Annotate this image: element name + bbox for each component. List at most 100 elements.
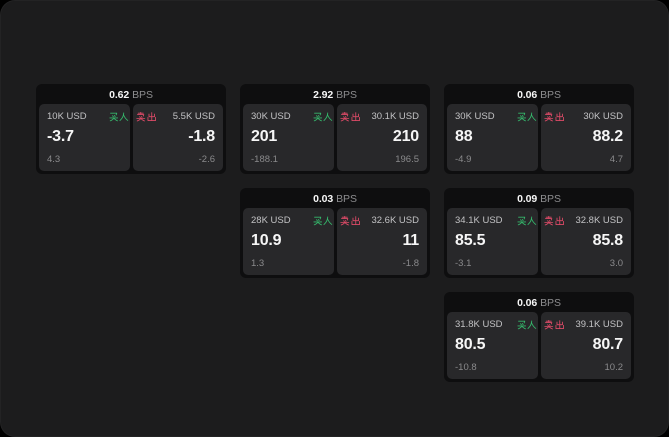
sell-quote-panel[interactable]: 32.6K USD 11 -1.8 — [336, 208, 427, 275]
spread-header: 2.92 BPS — [243, 84, 427, 104]
spread-header: 0.03 BPS — [243, 188, 427, 208]
sell-size-label: 32.6K USD — [371, 215, 419, 226]
sell-side-label — [135, 112, 156, 122]
spread-header: 0.06 BPS — [447, 84, 631, 104]
panel-top-row: 30K USD — [544, 110, 623, 124]
sell-quote-panel[interactable]: 30.1K USD 210 196.5 — [336, 104, 427, 171]
spread-unit-label: BPS — [540, 193, 561, 205]
buy-side-label — [516, 320, 537, 330]
buy-quote-panel[interactable]: 30K USD 88 -4.9 — [447, 104, 538, 171]
buy-side-label — [516, 216, 537, 226]
panel-top-row: 39.1K USD — [544, 318, 623, 332]
spread-unit-label: BPS — [132, 89, 153, 101]
sell-price: 85.8 — [592, 232, 624, 249]
spread-header: 0.09 BPS — [447, 188, 631, 208]
panel-top-row: 30.1K USD — [340, 110, 419, 124]
buy-size-label: 34.1K USD — [455, 215, 503, 226]
quote-card[interactable]: 0.62 BPS 10K USD -3.7 4.3 5.5K USD — [36, 84, 226, 174]
sell-quote-panel[interactable]: 30K USD 88.2 4.7 — [540, 104, 631, 171]
buy-side-label — [516, 112, 537, 122]
quote-card[interactable]: 2.92 BPS 30K USD 201 -188.1 30.1K USD — [240, 84, 430, 174]
sell-quote-panel[interactable]: 32.8K USD 85.8 3.0 — [540, 208, 631, 275]
sell-side-label — [543, 320, 564, 330]
sell-size-label: 39.1K USD — [575, 319, 623, 330]
spread-value: 2.92 — [313, 89, 334, 101]
buy-size-label: 30K USD — [251, 111, 291, 122]
buy-sub-value: 1.3 — [251, 258, 265, 269]
quote-card-grid: 0.62 BPS 10K USD -3.7 4.3 5.5K USD — [36, 84, 634, 382]
spread-value: 0.09 — [517, 193, 538, 205]
panel-top-row: 10K USD — [47, 110, 129, 124]
panel-top-row: 30K USD — [455, 110, 537, 124]
sell-price: 88.2 — [592, 128, 624, 145]
panel-top-row: 28K USD — [251, 214, 333, 228]
spread-unit-label: BPS — [336, 89, 357, 101]
buy-quote-panel[interactable]: 34.1K USD 85.5 -3.1 — [447, 208, 538, 275]
quote-card-body: 30K USD 88 -4.9 30K USD 88.2 4.7 — [447, 104, 631, 171]
sell-side-label — [543, 216, 564, 226]
buy-price: 80.5 — [455, 336, 486, 353]
buy-size-label: 10K USD — [47, 111, 87, 122]
quote-card-body: 10K USD -3.7 4.3 5.5K USD -1.8 -2.6 — [39, 104, 223, 171]
spread-value: 0.06 — [517, 89, 538, 101]
buy-price: -3.7 — [47, 128, 74, 145]
spread-header: 0.06 BPS — [447, 292, 631, 312]
buy-side-label — [108, 112, 129, 122]
buy-price: 10.9 — [251, 232, 282, 249]
sell-quote-panel[interactable]: 5.5K USD -1.8 -2.6 — [132, 104, 223, 171]
quote-card-body: 34.1K USD 85.5 -3.1 32.8K USD 85.8 3.0 — [447, 208, 631, 275]
sell-side-label — [339, 112, 360, 122]
buy-size-label: 31.8K USD — [455, 319, 503, 330]
quote-card-body: 31.8K USD 80.5 -10.8 39.1K USD 80.7 10.2 — [447, 312, 631, 379]
sell-side-label — [339, 216, 360, 226]
spread-value: 0.06 — [517, 297, 538, 309]
sell-sub-value: -2.6 — [198, 154, 215, 165]
buy-side-label — [312, 112, 333, 122]
quote-card[interactable]: 0.09 BPS 34.1K USD 85.5 -3.1 32.8K USD — [444, 188, 634, 278]
sell-size-label: 32.8K USD — [575, 215, 623, 226]
buy-sub-value: -4.9 — [455, 154, 472, 165]
quote-card[interactable]: 0.06 BPS 30K USD 88 -4.9 30K USD — [444, 84, 634, 174]
panel-top-row: 30K USD — [251, 110, 333, 124]
sell-sub-value: 196.5 — [395, 154, 419, 165]
sell-size-label: 30.1K USD — [371, 111, 419, 122]
spread-value: 0.62 — [109, 89, 130, 101]
quote-card[interactable]: 0.06 BPS 31.8K USD 80.5 -10.8 39.1K USD — [444, 292, 634, 382]
sell-price: 80.7 — [592, 336, 624, 353]
quote-card[interactable]: 0.03 BPS 28K USD 10.9 1.3 32.6K USD — [240, 188, 430, 278]
sell-size-label: 5.5K USD — [172, 111, 215, 122]
buy-size-label: 28K USD — [251, 215, 291, 226]
sell-price: -1.8 — [188, 128, 215, 145]
sell-sub-value: -1.8 — [402, 258, 419, 269]
spread-header: 0.62 BPS — [39, 84, 223, 104]
panel-top-row: 32.6K USD — [340, 214, 419, 228]
buy-size-label: 30K USD — [455, 111, 495, 122]
buy-sub-value: -10.8 — [455, 362, 477, 373]
sell-size-label: 30K USD — [583, 111, 623, 122]
sell-sub-value: 10.2 — [604, 362, 624, 373]
quote-card-body: 28K USD 10.9 1.3 32.6K USD 11 -1.8 — [243, 208, 427, 275]
quote-card-body: 30K USD 201 -188.1 30.1K USD 210 196.5 — [243, 104, 427, 171]
buy-sub-value: -3.1 — [455, 258, 472, 269]
panel-top-row: 32.8K USD — [544, 214, 623, 228]
buy-sub-value: 4.3 — [47, 154, 61, 165]
sell-side-label — [543, 112, 564, 122]
buy-price: 201 — [251, 128, 278, 145]
panel-top-row: 34.1K USD — [455, 214, 537, 228]
buy-price: 85.5 — [455, 232, 486, 249]
buy-quote-panel[interactable]: 28K USD 10.9 1.3 — [243, 208, 334, 275]
sell-sub-value: 4.7 — [609, 154, 623, 165]
spread-unit-label: BPS — [336, 193, 357, 205]
sell-price: 11 — [402, 232, 419, 249]
spread-unit-label: BPS — [540, 297, 561, 309]
buy-quote-panel[interactable]: 31.8K USD 80.5 -10.8 — [447, 312, 538, 379]
buy-quote-panel[interactable]: 30K USD 201 -188.1 — [243, 104, 334, 171]
sell-quote-panel[interactable]: 39.1K USD 80.7 10.2 — [540, 312, 631, 379]
buy-price: 88 — [455, 128, 473, 145]
spread-value: 0.03 — [313, 193, 334, 205]
buy-side-label — [312, 216, 333, 226]
buy-quote-panel[interactable]: 10K USD -3.7 4.3 — [39, 104, 130, 171]
spread-unit-label: BPS — [540, 89, 561, 101]
panel-top-row: 5.5K USD — [136, 110, 215, 124]
